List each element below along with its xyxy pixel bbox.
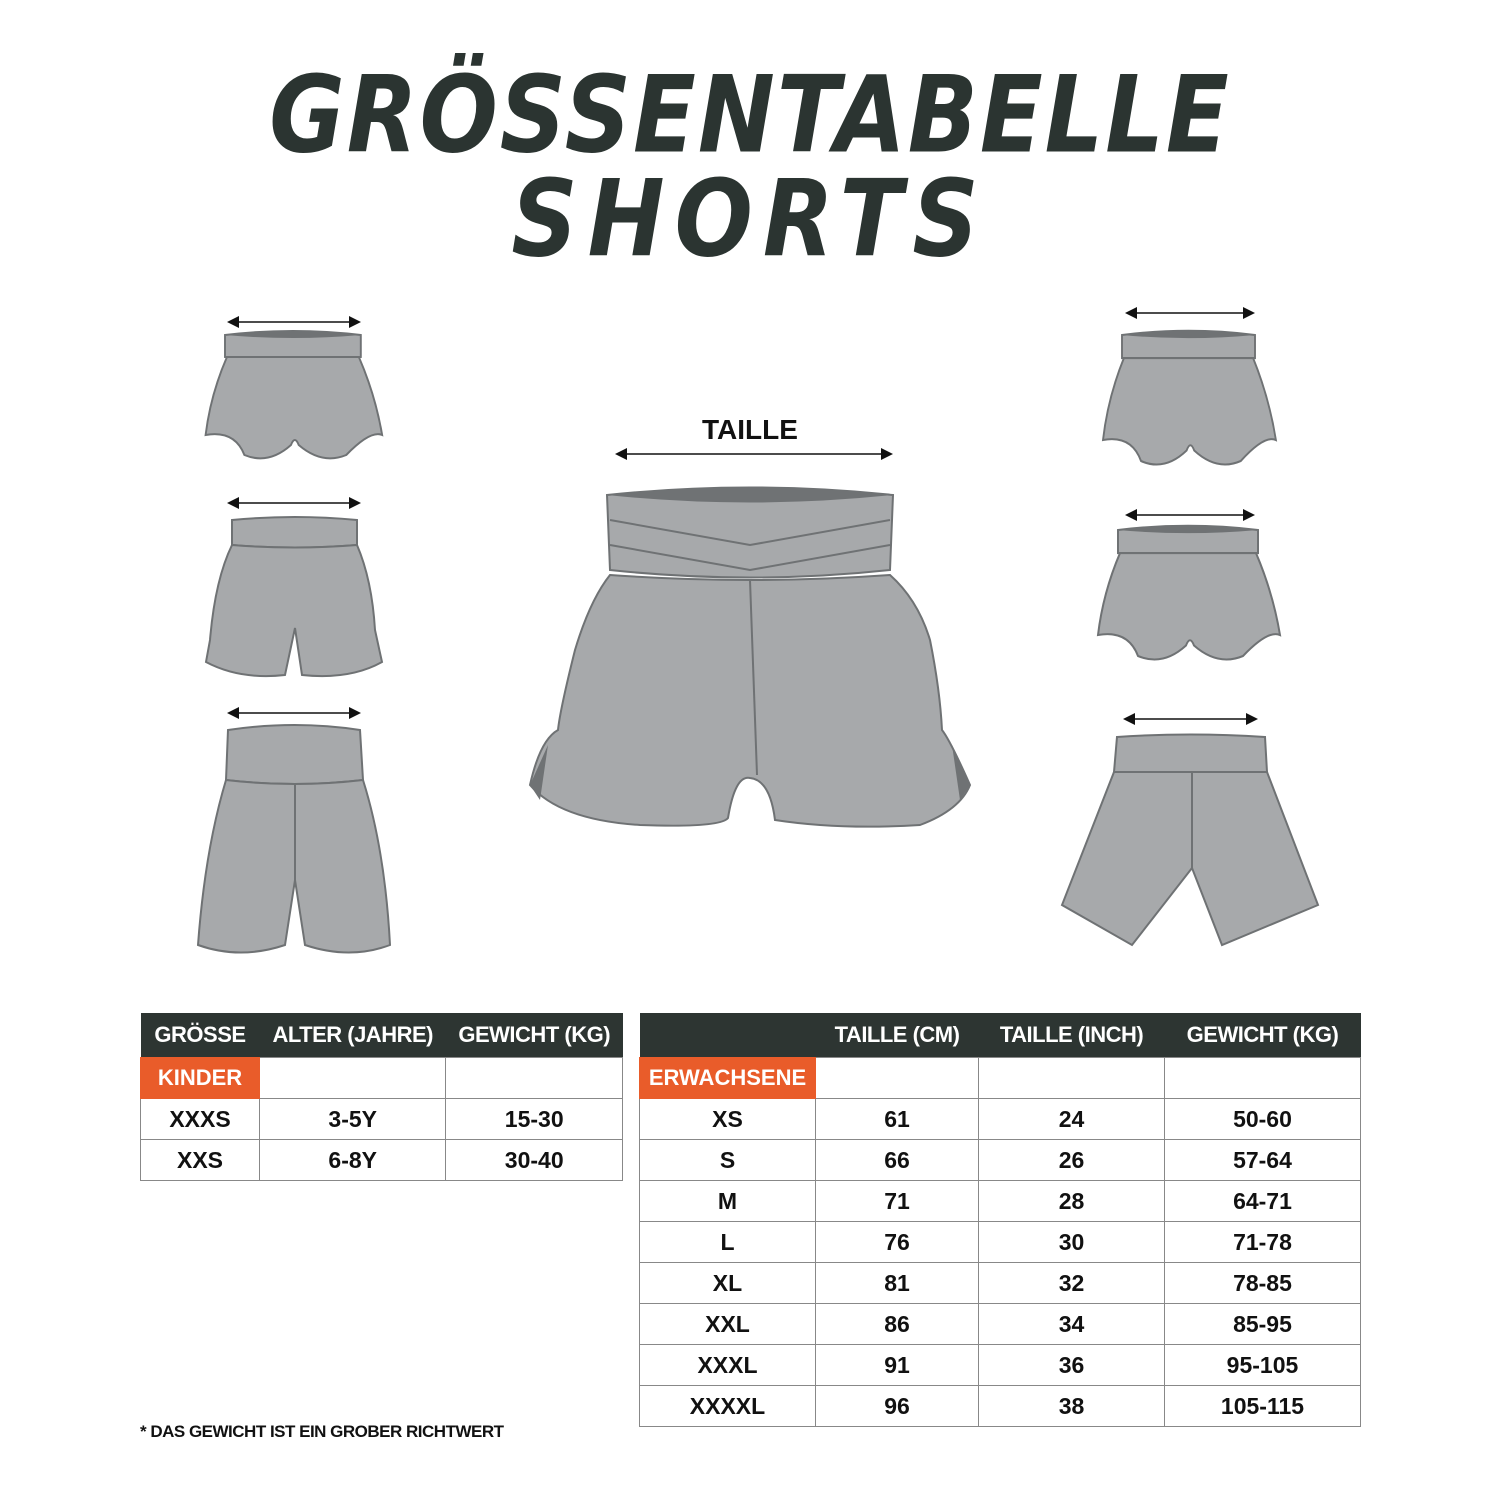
size-cell: S xyxy=(639,1139,816,1181)
weight-cell: 50-60 xyxy=(1163,1098,1362,1140)
empty-cell xyxy=(445,1057,623,1099)
table-row: M 71 28 64-71 xyxy=(639,1180,1362,1222)
weight-cell: 95-105 xyxy=(1163,1344,1362,1386)
category-label: ERWACHSENE xyxy=(639,1057,816,1099)
col-header-waist-inch: TAILLE (INCH) xyxy=(978,1013,1165,1058)
waist-cm-cell: 81 xyxy=(814,1262,980,1304)
weight-cell: 78-85 xyxy=(1163,1262,1362,1304)
waist-cm-cell: 91 xyxy=(814,1344,980,1386)
col-header-age: ALTER (JAHRE) xyxy=(259,1013,446,1058)
weight-cell: 15-30 xyxy=(445,1098,623,1140)
col-header-weight: GEWICHT (KG) xyxy=(445,1013,623,1058)
waist-cm-cell: 96 xyxy=(814,1385,980,1427)
waist-measure-label: TAILLE xyxy=(702,414,798,445)
title-line-2: SHORTS xyxy=(511,157,989,282)
size-cell: XXXS xyxy=(140,1098,260,1140)
size-cell: XXS xyxy=(140,1139,260,1181)
table-row: XXS 6-8Y 30-40 xyxy=(140,1139,623,1181)
size-cell: XXL xyxy=(639,1303,816,1345)
table-row: XXXXL 96 38 105-115 xyxy=(639,1385,1362,1427)
table-row: XXXS 3-5Y 15-30 xyxy=(140,1098,623,1140)
waist-inch-cell: 26 xyxy=(978,1139,1165,1181)
shorts-right-1 xyxy=(1101,307,1277,466)
col-header-size xyxy=(639,1013,816,1058)
weight-cell: 105-115 xyxy=(1163,1385,1362,1427)
weight-cell: 71-78 xyxy=(1163,1221,1362,1263)
shorts-left-3 xyxy=(196,707,392,954)
waist-inch-cell: 34 xyxy=(978,1303,1165,1345)
table-row: S 66 26 57-64 xyxy=(639,1139,1362,1181)
empty-cell xyxy=(978,1057,1165,1099)
col-header-waist-cm: TAILLE (CM) xyxy=(815,1013,979,1058)
table-row: L 76 30 71-78 xyxy=(639,1221,1362,1263)
shorts-left-1 xyxy=(204,316,384,460)
size-cell: XXXL xyxy=(639,1344,816,1386)
size-cell: M xyxy=(639,1180,816,1222)
shorts-right-3 xyxy=(1060,713,1320,947)
title-line-1: GRÖSSENTABELLE xyxy=(269,53,1231,178)
waist-cm-cell: 76 xyxy=(814,1221,980,1263)
age-cell: 6-8Y xyxy=(258,1139,447,1181)
col-header-size: GRÖSSE xyxy=(140,1013,260,1058)
waist-cm-cell: 86 xyxy=(814,1303,980,1345)
waist-inch-cell: 32 xyxy=(978,1262,1165,1304)
empty-cell xyxy=(1163,1057,1362,1099)
size-cell: XS xyxy=(639,1098,816,1140)
kids-size-table: GRÖSSE ALTER (JAHRE) GEWICHT (KG) KINDER… xyxy=(140,1013,623,1181)
weight-cell: 64-71 xyxy=(1163,1180,1362,1222)
waist-inch-cell: 36 xyxy=(978,1344,1165,1386)
waist-inch-cell: 24 xyxy=(978,1098,1165,1140)
size-cell: XXXXL xyxy=(639,1385,816,1427)
size-cell: L xyxy=(639,1221,816,1263)
table-row: XL 81 32 78-85 xyxy=(639,1262,1362,1304)
shorts-illustrations xyxy=(196,307,1320,954)
table-row: XXL 86 34 85-95 xyxy=(639,1303,1362,1345)
age-cell: 3-5Y xyxy=(258,1098,447,1140)
shorts-right-2 xyxy=(1096,509,1282,661)
waist-inch-cell: 30 xyxy=(978,1221,1165,1263)
waist-inch-cell: 28 xyxy=(978,1180,1165,1222)
waist-cm-cell: 61 xyxy=(814,1098,980,1140)
adults-size-table: TAILLE (CM) TAILLE (INCH) GEWICHT (KG) E… xyxy=(639,1013,1362,1427)
category-row: ERWACHSENE xyxy=(639,1057,1362,1099)
table-row: XS 61 24 50-60 xyxy=(639,1098,1362,1140)
col-header-weight: GEWICHT (KG) xyxy=(1164,1013,1361,1058)
category-label: KINDER xyxy=(140,1057,260,1099)
table-row: XXXL 91 36 95-105 xyxy=(639,1344,1362,1386)
empty-cell xyxy=(814,1057,980,1099)
waist-inch-cell: 38 xyxy=(978,1385,1165,1427)
empty-cell xyxy=(258,1057,447,1099)
weight-cell: 30-40 xyxy=(445,1139,623,1181)
weight-cell: 57-64 xyxy=(1163,1139,1362,1181)
size-cell: XL xyxy=(639,1262,816,1304)
weight-cell: 85-95 xyxy=(1163,1303,1362,1345)
main-shorts xyxy=(528,448,972,828)
shorts-left-2 xyxy=(204,497,384,678)
category-row: KINDER xyxy=(140,1057,623,1099)
waist-cm-cell: 66 xyxy=(814,1139,980,1181)
waist-cm-cell: 71 xyxy=(814,1180,980,1222)
footnote: * DAS GEWICHT IST EIN GROBER RICHTWERT xyxy=(140,1422,504,1441)
